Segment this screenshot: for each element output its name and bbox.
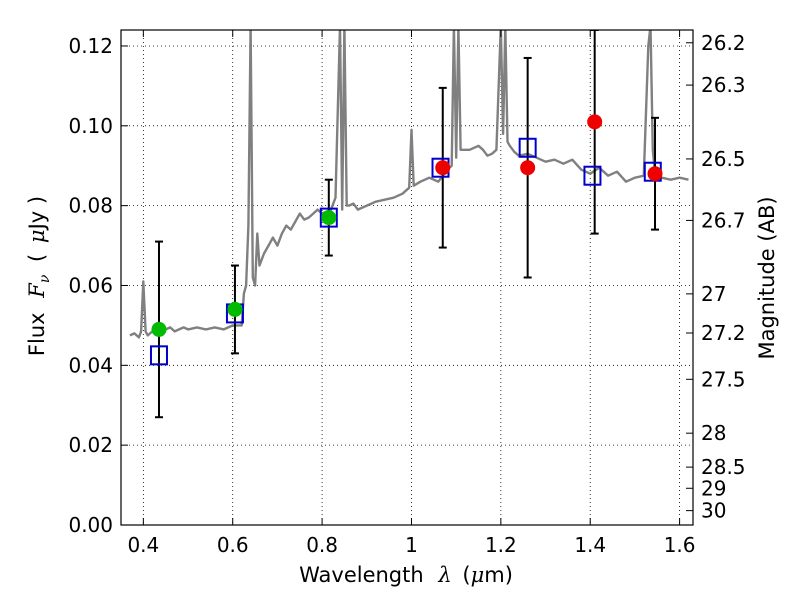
blue-square-point [149, 345, 168, 366]
x-axis-label-text: Wavelength [299, 563, 424, 587]
y-tick-label: 0.02 [68, 433, 113, 457]
y-axis-label-unit-rest: Jy ) [25, 196, 49, 232]
y-axis-label-symbol: F [25, 282, 49, 299]
green-point [227, 301, 243, 317]
y2-tick-label: 28 [701, 421, 726, 445]
error-bar [590, 30, 599, 235]
plot-frame [120, 29, 694, 526]
x-axis-label-unit-open: ( [462, 563, 470, 587]
y-axis-label-unit-open: ( [25, 254, 49, 262]
y2-tick-label: 27.5 [701, 367, 746, 391]
y-tick-label: 0.10 [68, 114, 113, 138]
x-tick-label: 1.2 [485, 533, 517, 557]
y-tick-label: 0.12 [68, 34, 113, 58]
spectrum-line [129, 30, 689, 339]
secondary-y-axis-label: Magnitude (AB) [755, 196, 779, 359]
grid [121, 30, 693, 526]
y-tick-label: 0.00 [68, 513, 113, 537]
red-point [587, 114, 603, 130]
x-axis-label: Wavelength λ (μm) [299, 563, 513, 587]
y-tick-label: 0.06 [68, 273, 113, 297]
blue-square-point [583, 165, 602, 186]
plot-area [129, 30, 689, 419]
x-axis-label-unit-rest: m) [484, 563, 513, 587]
y2-tick-label: 28.5 [701, 455, 746, 479]
green-point [321, 210, 337, 226]
y2-tick-label: 26.7 [701, 208, 746, 232]
x-tick-label: 0.6 [217, 533, 249, 557]
blue-square-point [319, 207, 338, 228]
x-axis-label-unit-mu: μ [471, 563, 485, 587]
x-tick-label: 1.4 [574, 533, 606, 557]
x-tick-label: 1.6 [664, 533, 696, 557]
y2-tick-label: 26.3 [701, 73, 746, 97]
y2-tick-label: 29 [701, 476, 726, 500]
x-tick-label: 1 [405, 533, 418, 557]
y-axis-label: Flux Fν ( μJy ) [25, 196, 54, 356]
red-point [647, 166, 663, 182]
x-axis-label-symbol: λ [437, 563, 451, 587]
y-tick-label: 0.04 [68, 353, 113, 377]
green-point [151, 321, 167, 337]
red-point [520, 160, 536, 176]
x-tick-label: 0.8 [306, 533, 338, 557]
y2-tick-label: 26.2 [701, 31, 746, 55]
y2-tick-label: 26.5 [701, 147, 746, 171]
y-axis-label-unit-mu: μ [25, 229, 49, 243]
y-axis-label-subscript: ν [37, 274, 53, 283]
blue-square-point [518, 137, 537, 158]
x-tick-label: 0.4 [127, 533, 159, 557]
axes: 0.4 0.6 0.8 1 1.2 1.4 1.6 0.00 0.02 0.04 0.06 0.08 0… [68, 30, 746, 557]
y2-tick-label: 30 [701, 499, 726, 523]
y-axis-label-text: Flux [25, 312, 49, 356]
y2-tick-label: 27.2 [701, 321, 746, 345]
red-point [435, 160, 451, 176]
y2-tick-label: 27 [701, 282, 726, 306]
y-tick-label: 0.08 [68, 194, 113, 218]
